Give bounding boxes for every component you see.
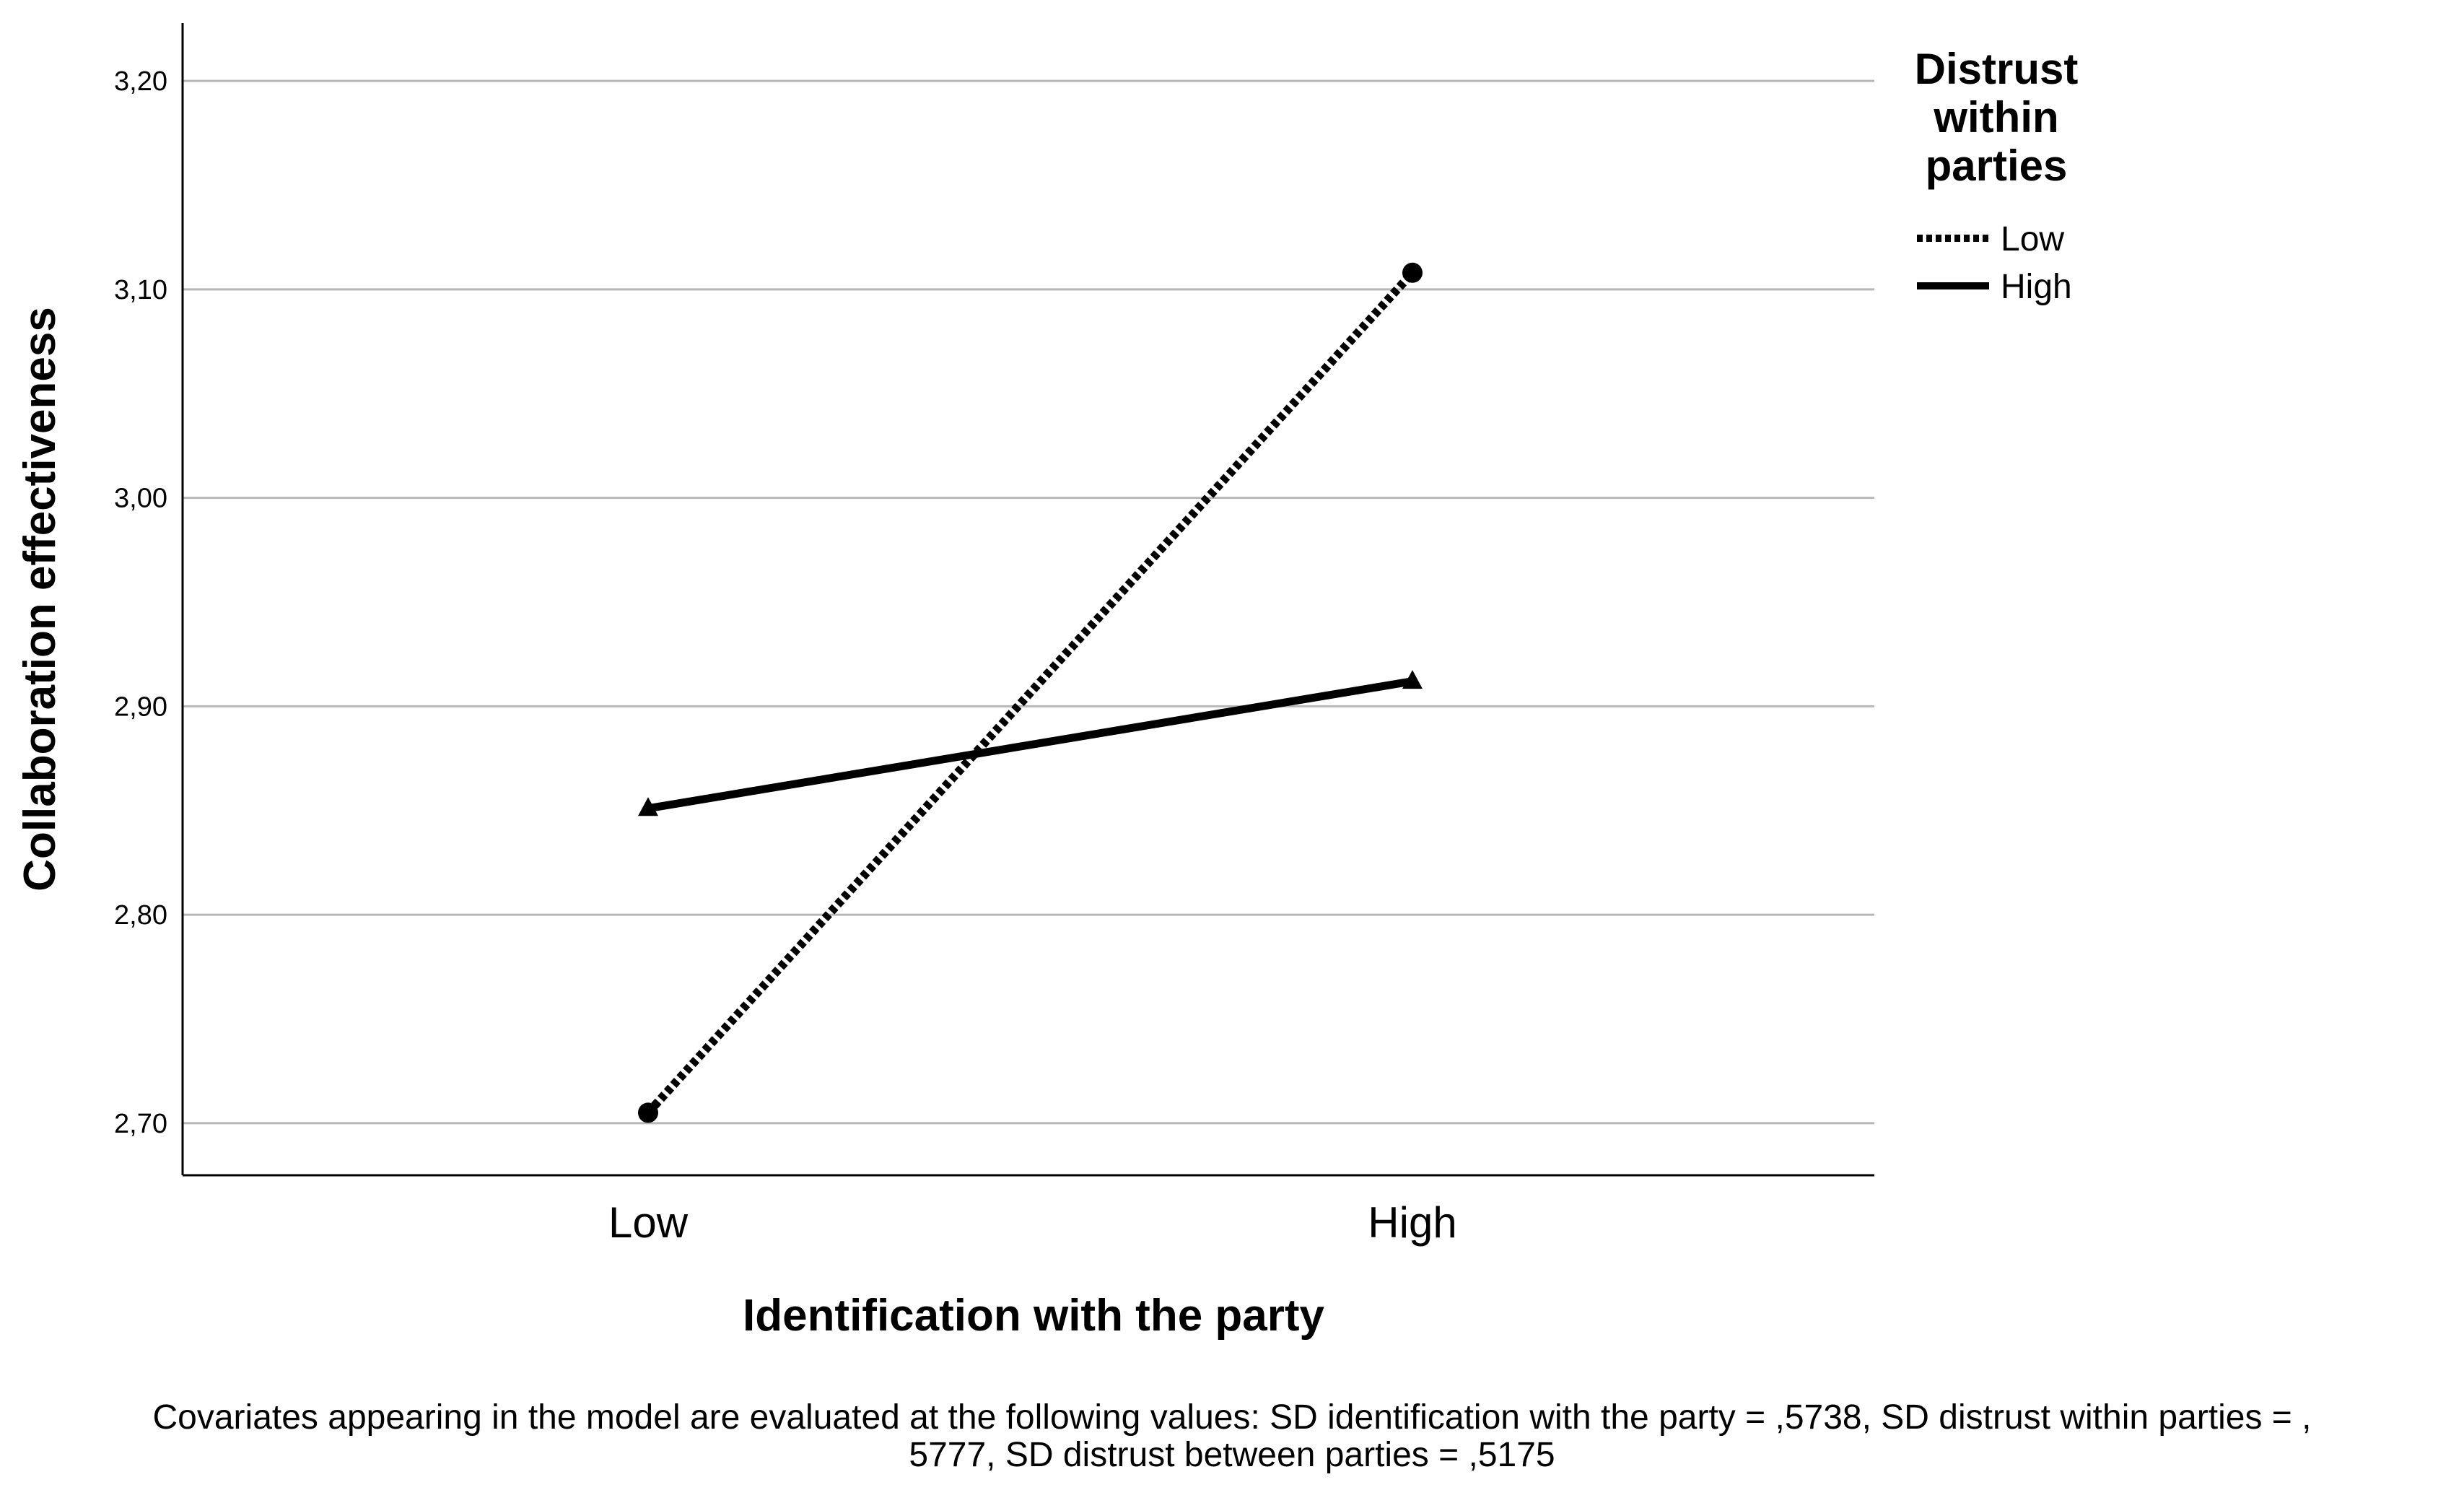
y-tick-label: 2,80 bbox=[114, 900, 167, 931]
y-tick-labels: 2,70 2,80 2,90 3,00 3,10 3,20 bbox=[114, 66, 167, 1139]
gridlines bbox=[183, 79, 1874, 1125]
x-tick-label: High bbox=[1368, 1198, 1456, 1247]
y-tick-label: 2,70 bbox=[114, 1109, 167, 1139]
y-tick-label: 3,20 bbox=[114, 66, 167, 97]
marker-circle bbox=[1402, 262, 1423, 283]
legend-title-line-2: within bbox=[1933, 93, 2058, 141]
data-markers bbox=[638, 262, 1423, 1123]
series-line-high bbox=[647, 677, 1413, 813]
y-tick-label: 2,90 bbox=[114, 692, 167, 722]
y-axis-title: Collaboration effectiveness bbox=[15, 307, 65, 892]
axes bbox=[181, 23, 1874, 1177]
legend-label-high: High bbox=[2001, 268, 2072, 306]
x-axis-title: Identification with the party bbox=[743, 1291, 1325, 1341]
covariates-footnote: Covariates appearing in the model are ev… bbox=[0, 1399, 2464, 1474]
y-tick-label: 3,10 bbox=[114, 275, 167, 305]
legend-title-line-3: parties bbox=[1926, 141, 2068, 190]
footnote-line-2: 5777, SD distrust between parties = ,517… bbox=[909, 1436, 1555, 1474]
x-tick-labels: Low High bbox=[608, 1198, 1457, 1247]
series-lines bbox=[645, 269, 1416, 1116]
y-tick-label: 3,00 bbox=[114, 484, 167, 514]
legend: Distrust within parties Low High bbox=[1915, 45, 2079, 306]
footnote-line-1: Covariates appearing in the model are ev… bbox=[152, 1398, 2312, 1437]
series-line-low bbox=[645, 269, 1416, 1116]
marker-circle bbox=[638, 1102, 658, 1123]
legend-label-low: Low bbox=[2001, 220, 2064, 258]
marker-triangle bbox=[638, 797, 658, 816]
legend-title-line-1: Distrust bbox=[1915, 45, 2079, 93]
marker-triangle bbox=[1402, 670, 1423, 689]
x-tick-label: Low bbox=[608, 1198, 689, 1247]
